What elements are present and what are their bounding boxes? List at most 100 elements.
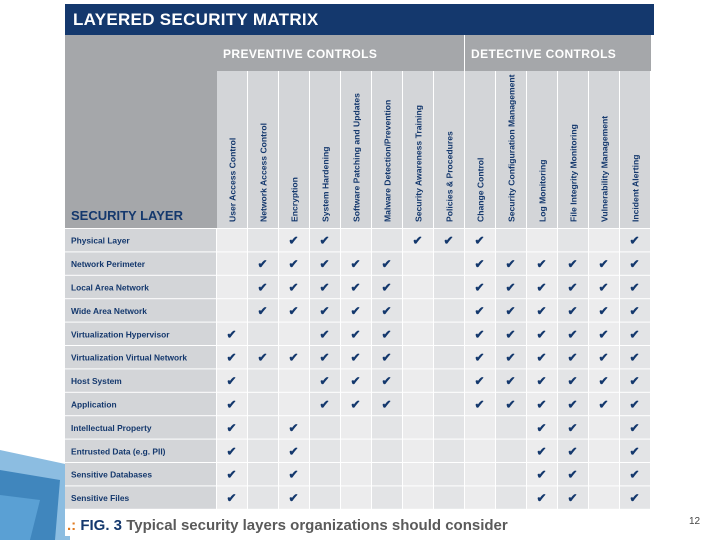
- matrix-cell: [527, 322, 557, 345]
- check-mark: ✔: [599, 257, 609, 271]
- matrix-cell: [279, 299, 309, 322]
- check-mark: ✔: [382, 374, 392, 388]
- column-header-cell: [341, 71, 371, 228]
- matrix-cell: [496, 346, 526, 369]
- check-mark: ✔: [351, 351, 361, 365]
- column-header-cell: [527, 71, 557, 228]
- check-mark: ✔: [382, 351, 392, 365]
- matrix-cell: [558, 346, 588, 369]
- check-mark: ✔: [227, 444, 237, 458]
- matrix-cell: [372, 416, 402, 439]
- matrix-cell: [589, 299, 619, 322]
- slide-number: 12: [689, 516, 701, 527]
- check-mark: ✔: [382, 257, 392, 271]
- matrix-cell: [310, 392, 340, 416]
- column-label: Security Awareness Training: [414, 105, 424, 222]
- check-mark: ✔: [289, 351, 299, 365]
- matrix-cell: [558, 252, 588, 275]
- row-label-cell: [65, 463, 216, 486]
- check-mark: ✔: [289, 234, 299, 248]
- check-mark: ✔: [320, 304, 330, 318]
- matrix-cell: [589, 322, 619, 345]
- matrix-cell: [248, 439, 278, 462]
- check-mark: ✔: [351, 257, 361, 271]
- check-mark: ✔: [320, 257, 330, 271]
- matrix-cell: [279, 346, 309, 369]
- matrix-cell: [496, 463, 526, 486]
- check-mark: ✔: [320, 351, 330, 365]
- check-mark: ✔: [258, 351, 268, 365]
- row-label-cell: [65, 229, 216, 252]
- matrix-cell: [248, 392, 278, 416]
- check-mark: ✔: [568, 374, 578, 388]
- matrix-cell: [341, 463, 371, 486]
- check-mark: ✔: [630, 398, 640, 412]
- matrix-cell: [465, 275, 495, 299]
- row-label-cell: [65, 416, 216, 439]
- matrix-cell: [217, 486, 247, 509]
- matrix-cell: [403, 369, 433, 392]
- check-mark: ✔: [320, 398, 330, 412]
- row-label: Network Perimeter: [71, 259, 146, 269]
- matrix-cell: [403, 439, 433, 462]
- matrix-cell: [465, 416, 495, 439]
- check-mark: ✔: [537, 491, 547, 505]
- matrix-cell: [217, 252, 247, 275]
- check-mark: ✔: [630, 327, 640, 341]
- check-mark: ✔: [599, 304, 609, 318]
- column-header-cell: [217, 71, 247, 228]
- matrix-cell: [341, 486, 371, 509]
- matrix-cell: [527, 369, 557, 392]
- check-mark: ✔: [351, 281, 361, 295]
- matrix-cell: [496, 439, 526, 462]
- figure-caption: .: FIG. 3 Typical security layers organi…: [67, 516, 508, 536]
- matrix-cell: [217, 369, 247, 392]
- matrix-cell: [434, 416, 464, 439]
- column-header-cell: [434, 71, 464, 228]
- matrix-cell: [341, 299, 371, 322]
- matrix-cell: [496, 229, 526, 252]
- group-header-1: DETECTIVE CONTROLS: [471, 47, 616, 61]
- column-label: System Hardening: [321, 147, 331, 222]
- check-mark: ✔: [475, 327, 485, 341]
- matrix-cell: [527, 299, 557, 322]
- matrix-cell: [620, 346, 650, 369]
- check-mark: ✔: [506, 398, 516, 412]
- check-mark: ✔: [320, 327, 330, 341]
- check-mark: ✔: [351, 374, 361, 388]
- matrix-cell: [465, 229, 495, 252]
- row-label-cell: [65, 439, 216, 462]
- check-mark: ✔: [351, 304, 361, 318]
- column-header-cell: [620, 71, 650, 228]
- row-label-cell: [65, 369, 216, 392]
- matrix-cell: [527, 229, 557, 252]
- check-mark: ✔: [227, 468, 237, 482]
- matrix-cell: [465, 252, 495, 275]
- check-mark: ✔: [382, 398, 392, 412]
- check-mark: ✔: [599, 281, 609, 295]
- matrix-table: SECURITY LAYER PREVENTIVE CONTROLS DETECTI…: [65, 35, 651, 509]
- matrix-cell: [372, 275, 402, 299]
- matrix-cell: [589, 252, 619, 275]
- check-mark: ✔: [227, 374, 237, 388]
- check-mark: ✔: [289, 281, 299, 295]
- row-label-cell: [65, 252, 216, 275]
- check-mark: ✔: [599, 374, 609, 388]
- matrix-cell: [620, 229, 650, 252]
- matrix-cell: [527, 346, 557, 369]
- check-mark: ✔: [537, 421, 547, 435]
- matrix-cell: [589, 229, 619, 252]
- column-label: Policies & Procedures: [445, 131, 455, 222]
- matrix-cell: [217, 346, 247, 369]
- check-mark: ✔: [227, 491, 237, 505]
- matrix-cell: [310, 229, 340, 252]
- check-mark: ✔: [320, 234, 330, 248]
- matrix-cell: [403, 229, 433, 252]
- check-mark: ✔: [475, 374, 485, 388]
- check-mark: ✔: [568, 468, 578, 482]
- matrix-cell: [496, 252, 526, 275]
- matrix-cell: [620, 486, 650, 509]
- matrix-cell: [558, 299, 588, 322]
- check-mark: ✔: [227, 351, 237, 365]
- row-label-cell: [65, 486, 216, 509]
